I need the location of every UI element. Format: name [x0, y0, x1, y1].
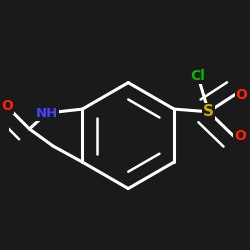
Text: O: O — [236, 88, 248, 102]
Text: O: O — [234, 129, 246, 143]
Text: Cl: Cl — [190, 69, 205, 83]
Text: S: S — [203, 104, 214, 119]
Text: NH: NH — [36, 106, 58, 120]
Text: O: O — [1, 100, 13, 114]
